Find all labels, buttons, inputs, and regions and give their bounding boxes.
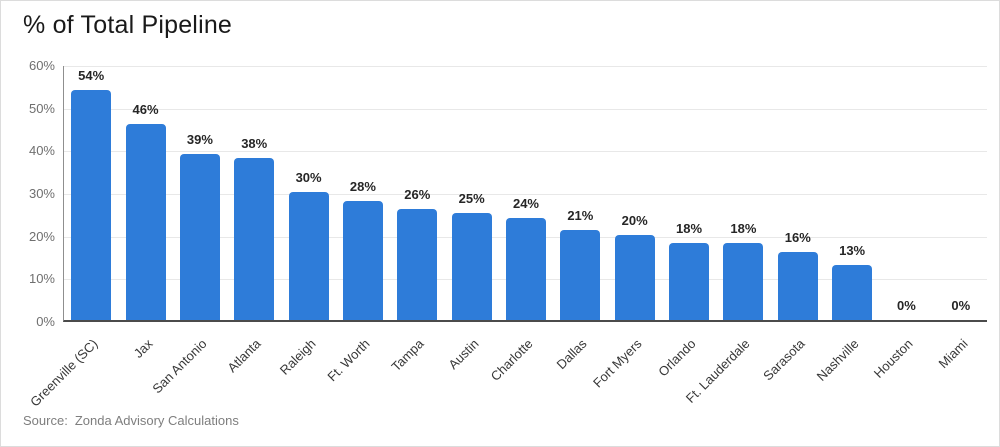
bar-value-label: 26% xyxy=(404,187,431,203)
x-axis-label: Ft. Lauderdale xyxy=(683,336,754,406)
x-axis-label: Charlotte xyxy=(487,336,536,384)
bar xyxy=(669,243,710,320)
bar xyxy=(560,230,601,320)
bar-value-label: 21% xyxy=(567,208,594,224)
bar xyxy=(342,200,383,320)
gridline xyxy=(64,194,987,195)
x-axis-label: Fort Myers xyxy=(589,336,645,391)
bar xyxy=(179,153,220,320)
bar xyxy=(125,123,166,320)
y-axis-tick-label: 50% xyxy=(28,100,55,116)
bar xyxy=(723,243,764,320)
bar-value-label: 25% xyxy=(458,191,485,207)
x-axis-label: Orlando xyxy=(655,336,699,380)
bar xyxy=(506,217,546,320)
bar-value-label: 46% xyxy=(132,101,159,117)
gridline xyxy=(64,151,987,153)
bar xyxy=(397,209,438,320)
bar-value-label: 0% xyxy=(897,298,916,313)
x-axis-label: Miami xyxy=(935,336,971,372)
y-axis-tick-label: 20% xyxy=(28,228,55,244)
x-axis: Greenville (SC) Jax San Antonio Atlanta Rale… xyxy=(27,328,987,414)
bar xyxy=(234,157,275,320)
y-axis-tick-label: 40% xyxy=(28,143,55,159)
bar-value-label: 18% xyxy=(730,221,757,237)
bar-value-label: 0% xyxy=(951,298,971,313)
x-axis-label: Tampa xyxy=(388,336,427,375)
y-axis: 0% 10% 20% 30% 40% 50% 60% xyxy=(1,58,55,329)
x-axis-label: Houston xyxy=(871,336,917,381)
chart-title: % of Total Pipeline xyxy=(23,11,233,39)
bar-value-label: 20% xyxy=(621,212,648,228)
y-axis-tick-label: 60% xyxy=(28,58,55,73)
bar xyxy=(777,251,818,320)
bar xyxy=(71,89,112,320)
bar-value-label: 38% xyxy=(241,135,268,151)
x-axis-label: Austin xyxy=(445,336,482,373)
gridline xyxy=(64,66,987,67)
x-axis-label: Dallas xyxy=(553,336,590,373)
y-axis-tick-label: 30% xyxy=(28,186,55,201)
x-axis-label: Ft. Worth xyxy=(324,336,373,385)
bar-value-label: 18% xyxy=(676,221,703,237)
bar-value-label: 16% xyxy=(784,229,811,245)
bar-value-label: 24% xyxy=(512,195,539,211)
source-text: Zonda Advisory Calculations xyxy=(74,413,239,428)
bar-value-label: 28% xyxy=(349,178,376,194)
source-prefix-label: Source: xyxy=(23,413,68,428)
bar-value-label: 30% xyxy=(295,170,322,185)
y-axis-tick-label: 0% xyxy=(36,314,55,329)
bar xyxy=(288,192,329,320)
bar-value-label: 13% xyxy=(839,242,866,258)
gridline xyxy=(64,108,987,110)
bar-value-label: 39% xyxy=(186,131,213,147)
bar xyxy=(451,213,492,320)
y-axis-tick-label: 10% xyxy=(28,271,55,287)
x-axis-label: Sarasota xyxy=(759,336,808,384)
bar xyxy=(614,234,655,320)
x-axis-label: Nashville xyxy=(813,336,862,384)
source-note: Source: Zonda Advisory Calculations xyxy=(23,413,239,428)
plot-area: 54% 46% 39% 38% 30% 28% 26% 25% 24% 21% 20% 18% 18% 1… xyxy=(63,66,987,322)
bar-value-label: 54% xyxy=(78,67,105,83)
bar xyxy=(832,264,873,320)
